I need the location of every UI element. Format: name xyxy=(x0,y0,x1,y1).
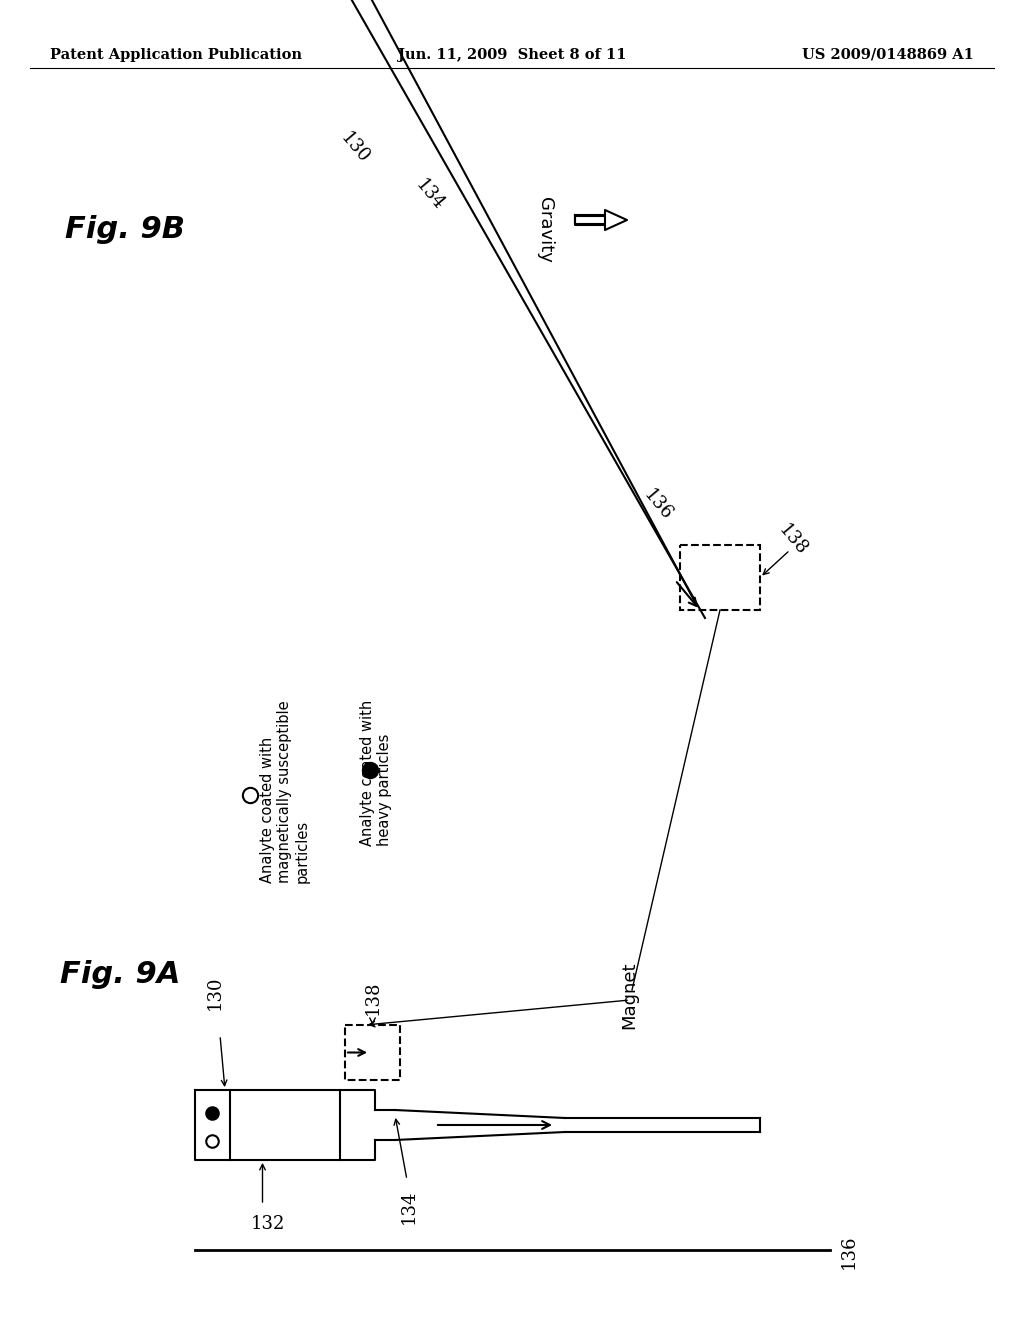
Text: US 2009/0148869 A1: US 2009/0148869 A1 xyxy=(802,48,974,62)
Text: 136: 136 xyxy=(840,1234,858,1270)
Text: 136: 136 xyxy=(640,486,676,524)
Text: Magnet: Magnet xyxy=(620,961,638,1028)
Bar xyxy=(345,1026,400,1080)
Bar xyxy=(680,545,760,610)
Text: 130: 130 xyxy=(206,975,224,1010)
Text: 138: 138 xyxy=(364,981,382,1015)
Text: Fig. 9A: Fig. 9A xyxy=(60,960,180,989)
Polygon shape xyxy=(575,210,627,230)
Text: Gravity: Gravity xyxy=(536,197,554,263)
Text: Analyte coated with
magnetically susceptible
particles: Analyte coated with magnetically suscept… xyxy=(260,700,310,883)
Text: Analyte coated with
heavy particles: Analyte coated with heavy particles xyxy=(360,700,392,846)
Text: 130: 130 xyxy=(337,129,373,168)
Text: Fig. 9B: Fig. 9B xyxy=(65,215,185,244)
Text: 138: 138 xyxy=(775,521,811,558)
Text: 132: 132 xyxy=(250,1214,285,1233)
Text: Jun. 11, 2009  Sheet 8 of 11: Jun. 11, 2009 Sheet 8 of 11 xyxy=(397,48,627,62)
Text: 134: 134 xyxy=(412,176,447,214)
Text: Patent Application Publication: Patent Application Publication xyxy=(50,48,302,62)
Text: 134: 134 xyxy=(400,1191,418,1225)
Polygon shape xyxy=(575,216,605,224)
